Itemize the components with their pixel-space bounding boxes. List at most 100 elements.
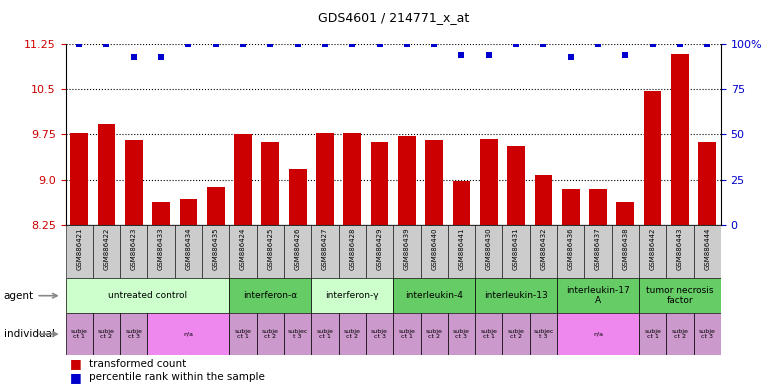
Bar: [666, 313, 694, 355]
Text: GSM886444: GSM886444: [704, 227, 710, 270]
Bar: [180, 199, 197, 225]
Bar: [343, 133, 361, 225]
Bar: [98, 124, 116, 225]
Bar: [639, 278, 721, 313]
Point: [182, 41, 194, 47]
Text: individual: individual: [4, 329, 55, 339]
Point: [537, 41, 550, 47]
Point: [291, 41, 304, 47]
Text: subje
ct 2: subje ct 2: [426, 329, 443, 339]
Bar: [147, 313, 230, 355]
Text: GSM886441: GSM886441: [459, 227, 464, 270]
Point: [401, 41, 413, 47]
Point: [592, 41, 604, 47]
Text: GSM886442: GSM886442: [650, 227, 655, 270]
Bar: [311, 225, 338, 278]
Text: subje
ct 3: subje ct 3: [126, 329, 142, 339]
Point: [237, 41, 249, 47]
Bar: [475, 225, 503, 278]
Text: interferon-γ: interferon-γ: [325, 291, 379, 300]
Point: [428, 41, 440, 47]
Point: [701, 41, 713, 47]
Text: interleukin-17
A: interleukin-17 A: [566, 286, 630, 305]
Text: subje
ct 2: subje ct 2: [344, 329, 361, 339]
Text: subje
ct 3: subje ct 3: [453, 329, 470, 339]
Bar: [284, 313, 311, 355]
Text: GSM886425: GSM886425: [268, 227, 274, 270]
Bar: [534, 175, 552, 225]
Bar: [93, 225, 120, 278]
Bar: [503, 313, 530, 355]
Text: ■: ■: [69, 371, 81, 384]
Bar: [366, 225, 393, 278]
Bar: [152, 202, 170, 225]
Point: [674, 41, 686, 47]
Text: GDS4601 / 214771_x_at: GDS4601 / 214771_x_at: [318, 12, 469, 25]
Text: GSM886440: GSM886440: [431, 227, 437, 270]
Bar: [371, 142, 389, 225]
Text: GSM886426: GSM886426: [295, 227, 301, 270]
Bar: [562, 189, 580, 225]
Bar: [234, 134, 252, 225]
Bar: [284, 225, 311, 278]
Bar: [448, 225, 475, 278]
Bar: [393, 313, 420, 355]
Point: [318, 41, 331, 47]
Text: GSM886422: GSM886422: [103, 227, 109, 270]
Bar: [70, 132, 88, 225]
Bar: [530, 225, 557, 278]
Bar: [66, 278, 230, 313]
Bar: [694, 225, 721, 278]
Text: transformed count: transformed count: [89, 359, 186, 369]
Bar: [420, 225, 448, 278]
Text: GSM886427: GSM886427: [322, 227, 328, 270]
Text: untreated control: untreated control: [108, 291, 187, 300]
Bar: [453, 181, 470, 225]
Bar: [398, 136, 416, 225]
Text: GSM886423: GSM886423: [131, 227, 136, 270]
Bar: [480, 139, 497, 225]
Point: [456, 52, 468, 58]
Text: subje
ct 2: subje ct 2: [98, 329, 115, 339]
Point: [264, 41, 277, 47]
Text: subjec
t 3: subjec t 3: [534, 329, 554, 339]
Text: GSM886433: GSM886433: [158, 227, 164, 270]
Bar: [611, 225, 639, 278]
Bar: [503, 225, 530, 278]
Point: [373, 41, 386, 47]
Text: GSM886443: GSM886443: [677, 227, 683, 270]
Bar: [125, 141, 143, 225]
Bar: [475, 313, 503, 355]
Text: subje
ct 1: subje ct 1: [234, 329, 251, 339]
Bar: [699, 142, 716, 225]
Point: [483, 52, 495, 58]
Text: percentile rank within the sample: percentile rank within the sample: [89, 372, 264, 382]
Bar: [584, 225, 611, 278]
Bar: [289, 169, 307, 225]
Bar: [66, 313, 93, 355]
Text: interleukin-13: interleukin-13: [484, 291, 548, 300]
Bar: [93, 313, 120, 355]
Bar: [639, 225, 666, 278]
Bar: [666, 225, 694, 278]
Text: GSM886430: GSM886430: [486, 227, 492, 270]
Bar: [694, 313, 721, 355]
Point: [155, 54, 167, 60]
Bar: [261, 142, 279, 225]
Text: GSM886439: GSM886439: [404, 227, 410, 270]
Bar: [316, 133, 334, 225]
Bar: [589, 189, 607, 225]
Point: [210, 41, 222, 47]
Bar: [366, 313, 393, 355]
Text: subje
ct 3: subje ct 3: [371, 329, 388, 339]
Bar: [120, 313, 147, 355]
Text: n/a: n/a: [183, 331, 194, 337]
Text: GSM886429: GSM886429: [376, 227, 382, 270]
Bar: [639, 313, 666, 355]
Bar: [644, 91, 662, 225]
Point: [564, 54, 577, 60]
Text: interleukin-4: interleukin-4: [406, 291, 463, 300]
Text: n/a: n/a: [593, 331, 603, 337]
Bar: [311, 278, 393, 313]
Text: subje
ct 2: subje ct 2: [507, 329, 524, 339]
